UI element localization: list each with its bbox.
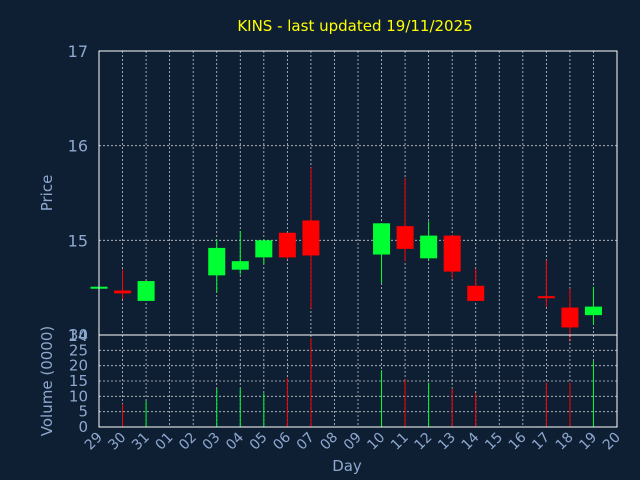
chart-title: KINS - last updated 19/11/2025 xyxy=(237,17,472,35)
candle-body xyxy=(467,285,485,301)
x-tick-label: 10 xyxy=(364,430,388,454)
volume-tick-label: 10 xyxy=(69,387,88,405)
x-axis: 29 30 31 01 02 03 04 05 06 07 08 09 10 11 12 13 14 15 16 17… xyxy=(82,429,624,453)
x-tick-label: 01 xyxy=(153,430,177,454)
x-tick-label: 04 xyxy=(223,429,247,453)
x-tick-label: 15 xyxy=(482,430,506,454)
x-axis-label: Day xyxy=(332,457,362,475)
x-tick-label: 03 xyxy=(200,430,224,454)
x-tick-label: 07 xyxy=(294,430,318,454)
candle-body xyxy=(302,220,320,256)
x-tick-label: 11 xyxy=(388,430,412,454)
x-tick-label: 09 xyxy=(341,430,365,454)
volume-tick-label: 25 xyxy=(69,341,88,359)
x-tick-label: 17 xyxy=(529,430,553,454)
x-tick-label: 14 xyxy=(459,429,483,453)
x-tick-label: 12 xyxy=(412,430,436,454)
volume-axis-label: Volume (0000) xyxy=(38,326,56,436)
x-tick-label: 13 xyxy=(435,430,459,454)
candle-body xyxy=(537,296,555,299)
price-tick-label: 15 xyxy=(68,231,88,250)
candle-body xyxy=(373,223,391,255)
candle-body xyxy=(278,232,296,258)
x-tick-label: 05 xyxy=(247,430,271,454)
candle-body xyxy=(584,306,602,316)
candle-body xyxy=(208,247,226,276)
volume-plot-frame xyxy=(98,334,618,428)
candle-body xyxy=(420,235,438,259)
price-tick-label: 17 xyxy=(68,42,88,61)
price-axis-label: Price xyxy=(38,175,56,212)
candle-body xyxy=(137,281,155,301)
x-tick-label: 19 xyxy=(576,430,600,454)
x-tick-label: 30 xyxy=(105,430,129,454)
volume-tick-label: 15 xyxy=(69,372,88,390)
candle-body xyxy=(443,235,461,272)
x-tick-label: 16 xyxy=(506,429,530,453)
candle-body xyxy=(114,290,132,294)
price-panel: 14 15 16 17 xyxy=(68,42,618,345)
x-tick-label: 06 xyxy=(270,429,294,453)
price-tick-label: 14 xyxy=(68,326,88,345)
x-tick-label: 02 xyxy=(176,430,200,454)
candle-body xyxy=(396,226,414,249)
x-tick-label: 20 xyxy=(600,430,624,454)
x-tick-label: 18 xyxy=(553,430,577,454)
candle-body xyxy=(255,240,273,258)
candle-body xyxy=(231,261,249,270)
x-tick-label: 08 xyxy=(317,430,341,454)
x-tick-label: 31 xyxy=(129,430,153,454)
volume-tick-label: 0 xyxy=(78,418,88,436)
volume-tick-label: 20 xyxy=(69,357,88,375)
volume-tick-label: 30 xyxy=(69,326,88,344)
volume-tick-label: 5 xyxy=(78,403,88,421)
candle-body xyxy=(561,307,579,328)
price-tick-label: 16 xyxy=(68,137,88,156)
